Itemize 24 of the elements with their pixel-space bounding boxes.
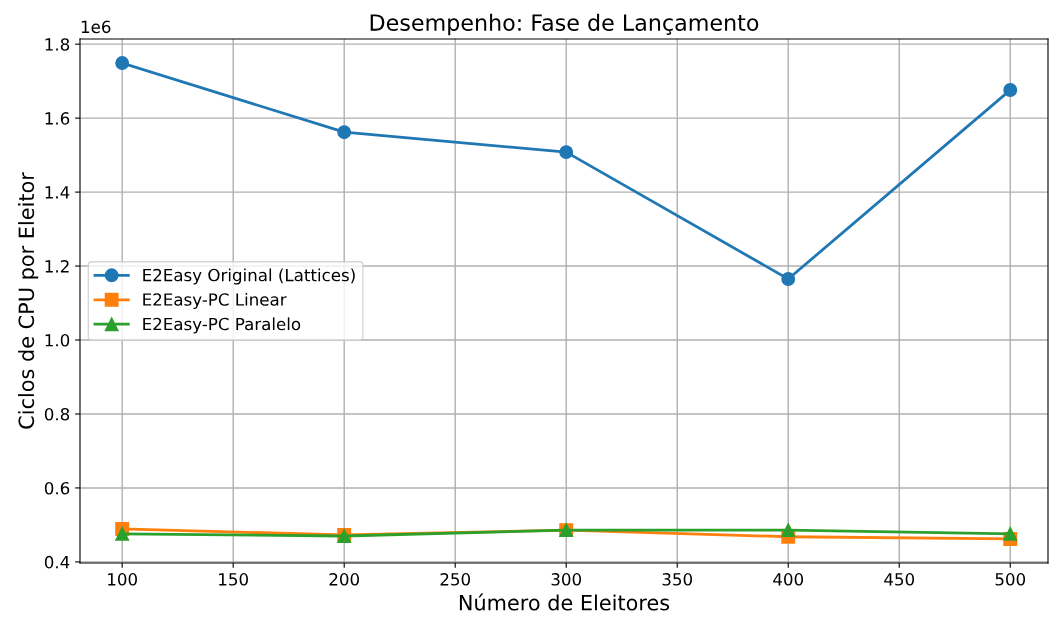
x-tick-label: 100	[108, 573, 137, 586]
y-tick-label: 0.4	[44, 555, 70, 569]
x-tick-label: 500	[995, 573, 1026, 586]
y-tick-label: 0.6	[44, 481, 70, 495]
legend-label: E2Easy-PC Paralelo	[143, 317, 301, 334]
x-tick-label: 200	[329, 573, 359, 586]
legend-label: E2Easy-PC Linear	[143, 292, 287, 310]
y-tick-label: 1.4	[45, 186, 70, 199]
y-tick-label: 1.8	[45, 38, 70, 51]
y-tick-label: 1.0	[45, 333, 70, 347]
y-tick-label: 1.6	[45, 112, 70, 125]
x-tick-label: 350	[662, 573, 693, 586]
y-tick-label: 1.2	[45, 260, 69, 273]
legend-label: E2Easy Original (Lattices)	[143, 268, 355, 285]
text: 1e6	[81, 20, 111, 34]
chart-title: Desempenho: Fase de Lançamento	[370, 13, 759, 36]
x-tick-label: 150	[219, 573, 248, 586]
x-tick-label: 250	[440, 573, 471, 586]
x-tick-label: 400	[773, 573, 804, 586]
y-axis-title: Ciclos de CPU por Eleitor	[18, 172, 39, 429]
x-tick-label: 450	[884, 573, 915, 586]
x-axis-title: Número de Eleitores	[459, 593, 670, 611]
y-tick-label: 0.8	[44, 407, 70, 421]
x-tick-label: 300	[551, 573, 582, 586]
